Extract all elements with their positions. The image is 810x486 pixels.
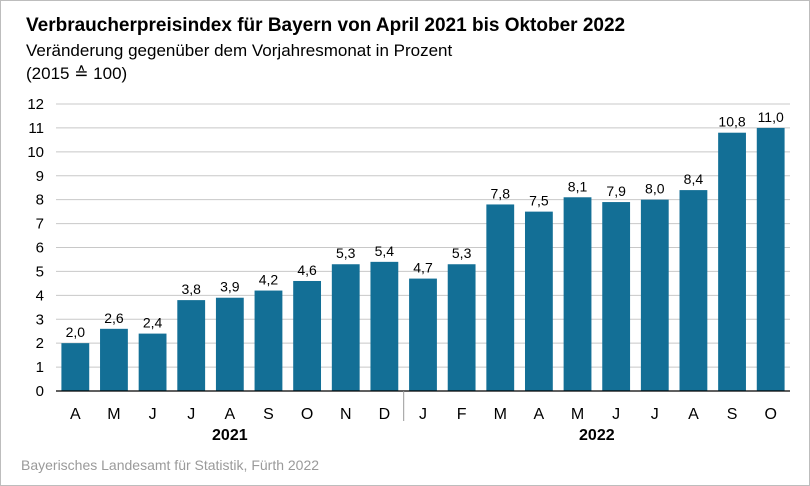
x-tick-label: S — [263, 406, 274, 423]
bar — [138, 333, 167, 391]
y-tick-label: 7 — [36, 216, 44, 233]
bar-value-label: 7,5 — [529, 193, 549, 209]
y-tick-label: 11 — [28, 120, 44, 137]
bar-value-label: 10,8 — [718, 114, 745, 130]
bar-value-label: 8,4 — [684, 171, 704, 187]
x-tick-label: M — [571, 406, 584, 423]
bar — [756, 127, 785, 392]
bar — [61, 343, 90, 391]
bar-value-label: 4,7 — [413, 260, 433, 276]
bar-value-label: 2,4 — [143, 315, 163, 331]
x-tick-label: A — [688, 406, 699, 423]
bar — [293, 280, 322, 391]
x-tick-label: S — [727, 406, 738, 423]
x-tick-label: A — [225, 406, 236, 423]
bar — [718, 132, 746, 391]
bar — [640, 199, 669, 391]
bar-value-label: 5,3 — [452, 245, 472, 261]
y-tick-label: 8 — [36, 192, 44, 209]
chart-subtitle: Veränderung gegenüber dem Vorjahresmonat… — [26, 41, 453, 60]
y-tick-label: 12 — [27, 96, 44, 113]
chart-title: Verbraucherpreisindex für Bayern von Apr… — [26, 15, 626, 36]
bar — [409, 278, 437, 391]
x-tick-label: F — [457, 406, 467, 423]
source-note: Bayerisches Landesamt für Statistik, Für… — [21, 457, 320, 473]
bar — [563, 197, 592, 391]
x-tick-label: N — [340, 406, 352, 423]
x-tick-label: D — [379, 406, 391, 423]
bar-value-label: 5,3 — [336, 245, 356, 261]
x-tick-label: J — [149, 406, 157, 423]
y-tick-label: 4 — [36, 287, 44, 304]
bar — [524, 211, 553, 391]
x-tick-label: A — [70, 406, 81, 423]
y-tick-label: 5 — [36, 263, 44, 280]
year-label: 2022 — [579, 427, 615, 444]
y-tick-label: 3 — [36, 311, 44, 328]
x-tick-label: J — [651, 406, 659, 423]
x-tick-label: A — [534, 406, 545, 423]
year-label: 2021 — [212, 427, 248, 444]
bar — [100, 328, 128, 391]
bar — [254, 290, 283, 391]
bar-value-label: 7,9 — [606, 183, 626, 199]
value-labels: 2,0 2,6 2,4 3,8 3,9 4,2 4,6 5,3 5,4 4,7 5,3 7,8 7,5 8… — [66, 109, 784, 340]
bar — [331, 264, 360, 391]
y-tick-label: 1 — [36, 359, 44, 376]
x-tick-label: O — [764, 406, 776, 423]
bar — [447, 264, 476, 391]
bar-value-label: 3,8 — [181, 281, 201, 297]
bar — [177, 300, 206, 391]
bar — [602, 202, 631, 391]
bar — [370, 261, 399, 391]
x-tick-label: J — [419, 406, 427, 423]
bar-value-label: 4,6 — [297, 262, 317, 278]
bar-value-label: 8,1 — [568, 178, 588, 194]
bar-value-label: 11,0 — [758, 109, 784, 125]
bar-value-label: 5,4 — [375, 243, 395, 259]
bar-value-label: 7,8 — [491, 185, 511, 201]
y-tick-label: 9 — [36, 168, 44, 185]
y-tick-label: 2 — [36, 335, 44, 352]
x-axis: A M J J A S O N D J F M A M J J A S O 2021 2022 — [56, 390, 790, 444]
x-tick-label: J — [187, 406, 195, 423]
x-tick-label: J — [612, 406, 620, 423]
x-tick-label: M — [494, 406, 507, 423]
bar-value-label: 8,0 — [645, 181, 665, 197]
x-tick-label: O — [301, 406, 313, 423]
bar-value-label: 4,2 — [259, 272, 279, 288]
y-tick-label: 10 — [27, 144, 44, 161]
bar-value-label: 2,6 — [104, 310, 124, 326]
base-year-note: (2015 ≙ 100) — [26, 64, 128, 83]
bar — [215, 297, 244, 391]
bars — [61, 127, 785, 392]
x-tick-label: M — [107, 406, 120, 423]
bar-value-label: 3,9 — [220, 279, 240, 295]
y-tick-label: 0 — [36, 383, 44, 400]
bar — [486, 204, 515, 391]
bar-value-label: 2,0 — [66, 324, 86, 340]
y-tick-label: 6 — [36, 240, 44, 257]
bar — [679, 190, 708, 391]
